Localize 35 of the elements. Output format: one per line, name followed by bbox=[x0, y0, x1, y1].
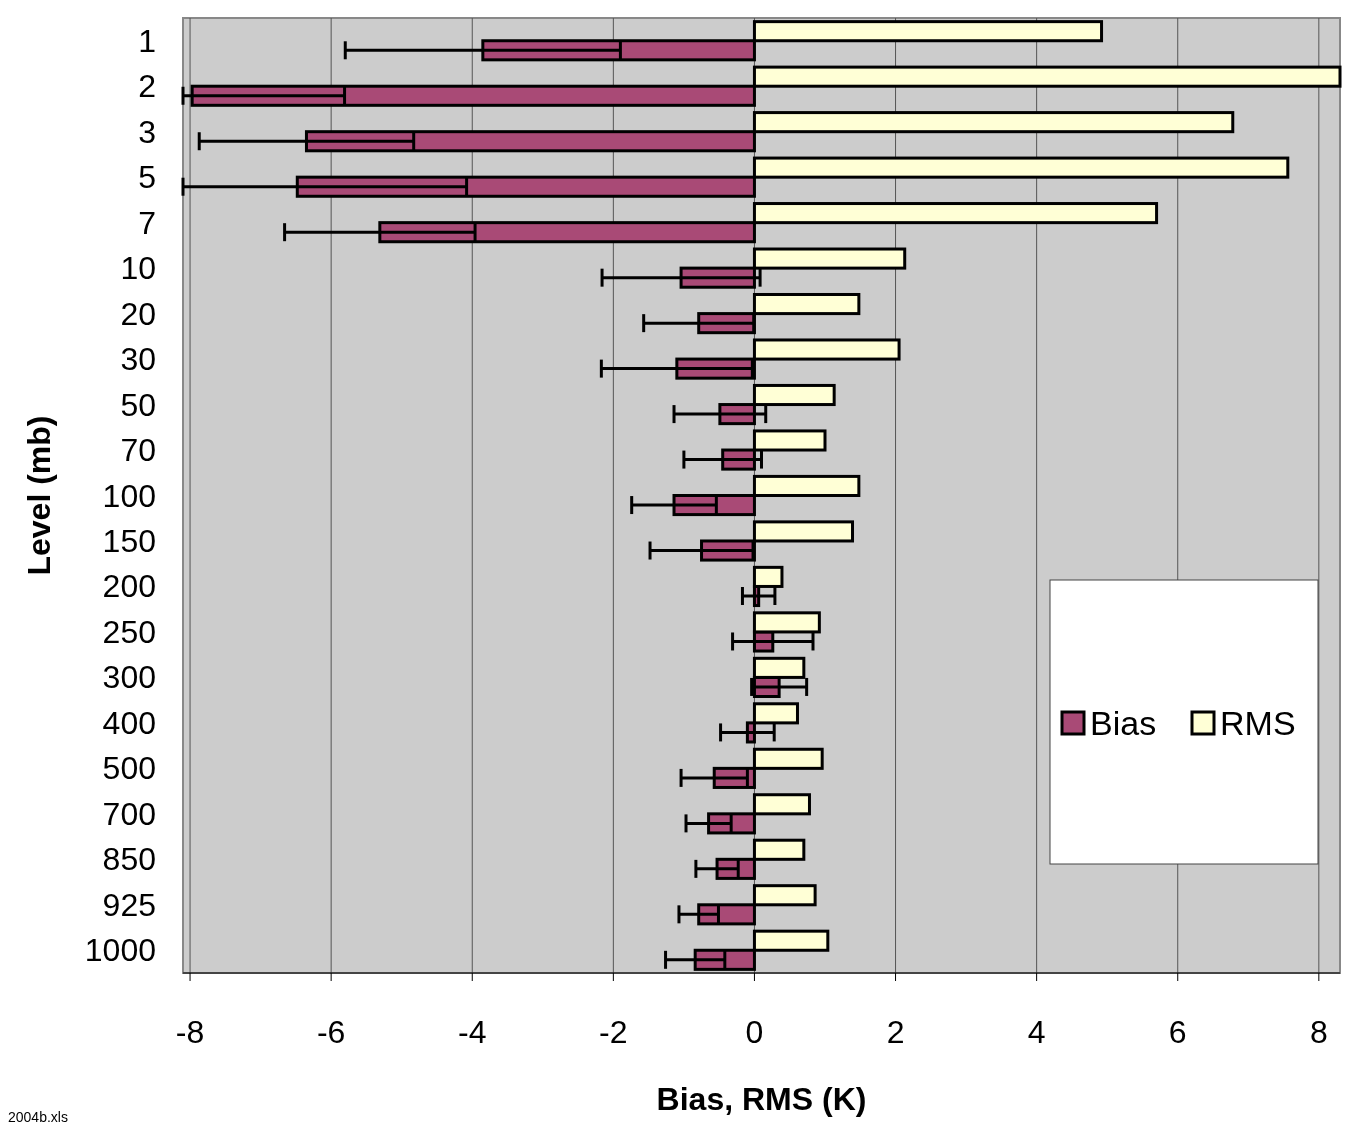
y-tick-label: 2 bbox=[138, 68, 156, 105]
y-tick-label: 50 bbox=[120, 386, 156, 423]
y-tick-label: 150 bbox=[102, 522, 156, 559]
x-tick-label: 8 bbox=[1309, 1014, 1328, 1050]
y-tick-label: 70 bbox=[120, 432, 156, 469]
y-tick-label: 700 bbox=[102, 795, 156, 832]
y-tick-label: 10 bbox=[120, 250, 156, 287]
y-tick-label: 500 bbox=[102, 750, 156, 787]
x-tick-label: 4 bbox=[1027, 1014, 1046, 1050]
y-tick-label: 925 bbox=[102, 886, 156, 923]
y-tick-label: 5 bbox=[138, 159, 156, 196]
text: 2004b.xls bbox=[8, 1109, 68, 1125]
legend-label: RMS bbox=[1220, 704, 1296, 742]
x-tick-label: 6 bbox=[1168, 1014, 1187, 1050]
y-tick-label: 850 bbox=[102, 841, 156, 878]
y-tick-label: 3 bbox=[138, 113, 156, 150]
x-tick-label: 0 bbox=[745, 1014, 764, 1050]
y-tick-label: 7 bbox=[138, 204, 156, 241]
y-tick-label: 200 bbox=[102, 568, 156, 605]
y-tick-label: 250 bbox=[102, 613, 156, 650]
x-tick-label: 2 bbox=[886, 1014, 905, 1050]
y-axis-title: Level (mb) bbox=[21, 415, 57, 576]
x-tick-label: -4 bbox=[458, 1014, 487, 1050]
y-tick-label: 30 bbox=[120, 341, 156, 378]
x-tick-label: -2 bbox=[599, 1014, 628, 1050]
y-tick-label: 300 bbox=[102, 659, 156, 696]
y-tick-label: 1000 bbox=[84, 932, 156, 969]
x-tick-label: -8 bbox=[175, 1014, 205, 1050]
x-tick-label: -6 bbox=[316, 1014, 346, 1050]
y-tick-label: 400 bbox=[102, 704, 156, 741]
legend-label: Bias bbox=[1090, 704, 1157, 742]
y-tick-label: 100 bbox=[102, 477, 156, 514]
y-tick-label: 1 bbox=[138, 22, 156, 59]
x-axis-title: Bias, RMS (K) bbox=[656, 1081, 867, 1117]
y-tick-label: 20 bbox=[120, 295, 156, 332]
